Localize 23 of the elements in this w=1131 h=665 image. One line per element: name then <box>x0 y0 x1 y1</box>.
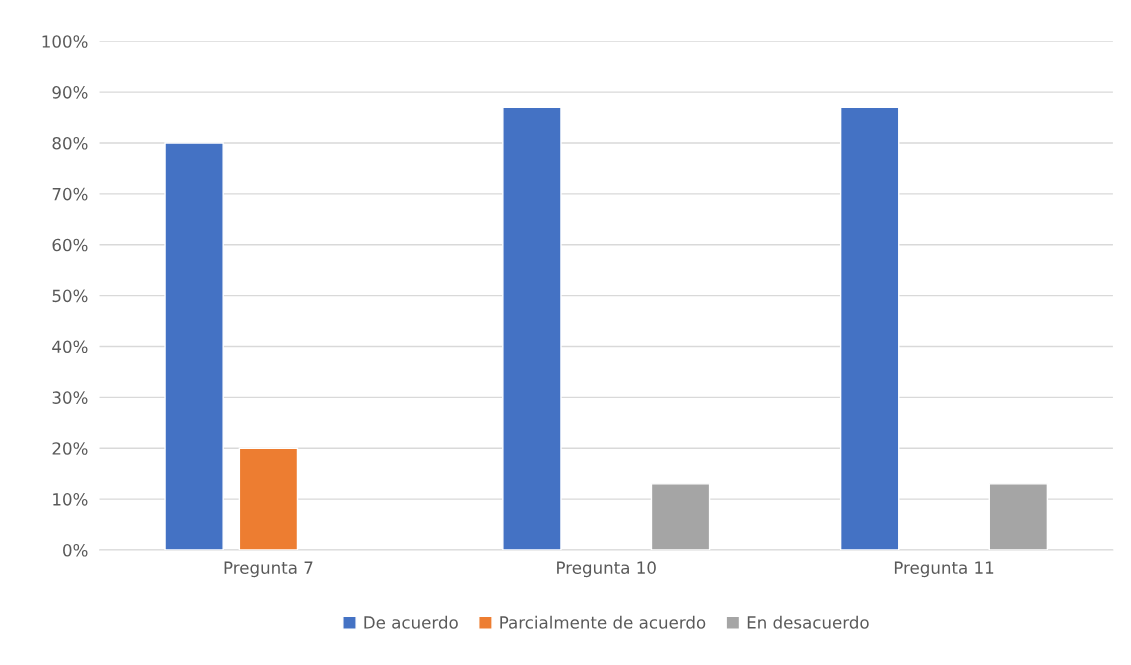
y-tick-label: 30% <box>52 391 88 404</box>
x-tick-label: Pregunta 10 <box>557 561 656 578</box>
y-tick-label: 10% <box>53 493 88 506</box>
y-tick-label: 40% <box>52 340 88 354</box>
legend-label: Parcialmente de acuerdo <box>500 615 706 629</box>
bar <box>164 142 224 550</box>
y-tick-label: 60% <box>52 238 88 252</box>
y-tick-label: 0% <box>63 543 88 557</box>
y-tick-label: 100% <box>42 35 88 48</box>
legend-label: De acuerdo <box>364 615 458 629</box>
x-tick-label: Pregunta 7 <box>224 561 313 578</box>
y-tick-label: 80% <box>52 136 88 150</box>
bar <box>502 106 562 550</box>
y-tick-label: 90% <box>52 86 88 99</box>
legend-label: En desacuerdo <box>747 615 869 629</box>
y-tick-label: 70% <box>52 187 88 201</box>
bar <box>650 483 711 550</box>
y-tick-label: 20% <box>52 442 88 455</box>
x-tick-label: Pregunta 11 <box>894 561 994 578</box>
bar <box>988 483 1049 550</box>
bar <box>238 447 299 550</box>
bar <box>839 106 900 550</box>
y-tick-label: 50% <box>52 289 88 303</box>
